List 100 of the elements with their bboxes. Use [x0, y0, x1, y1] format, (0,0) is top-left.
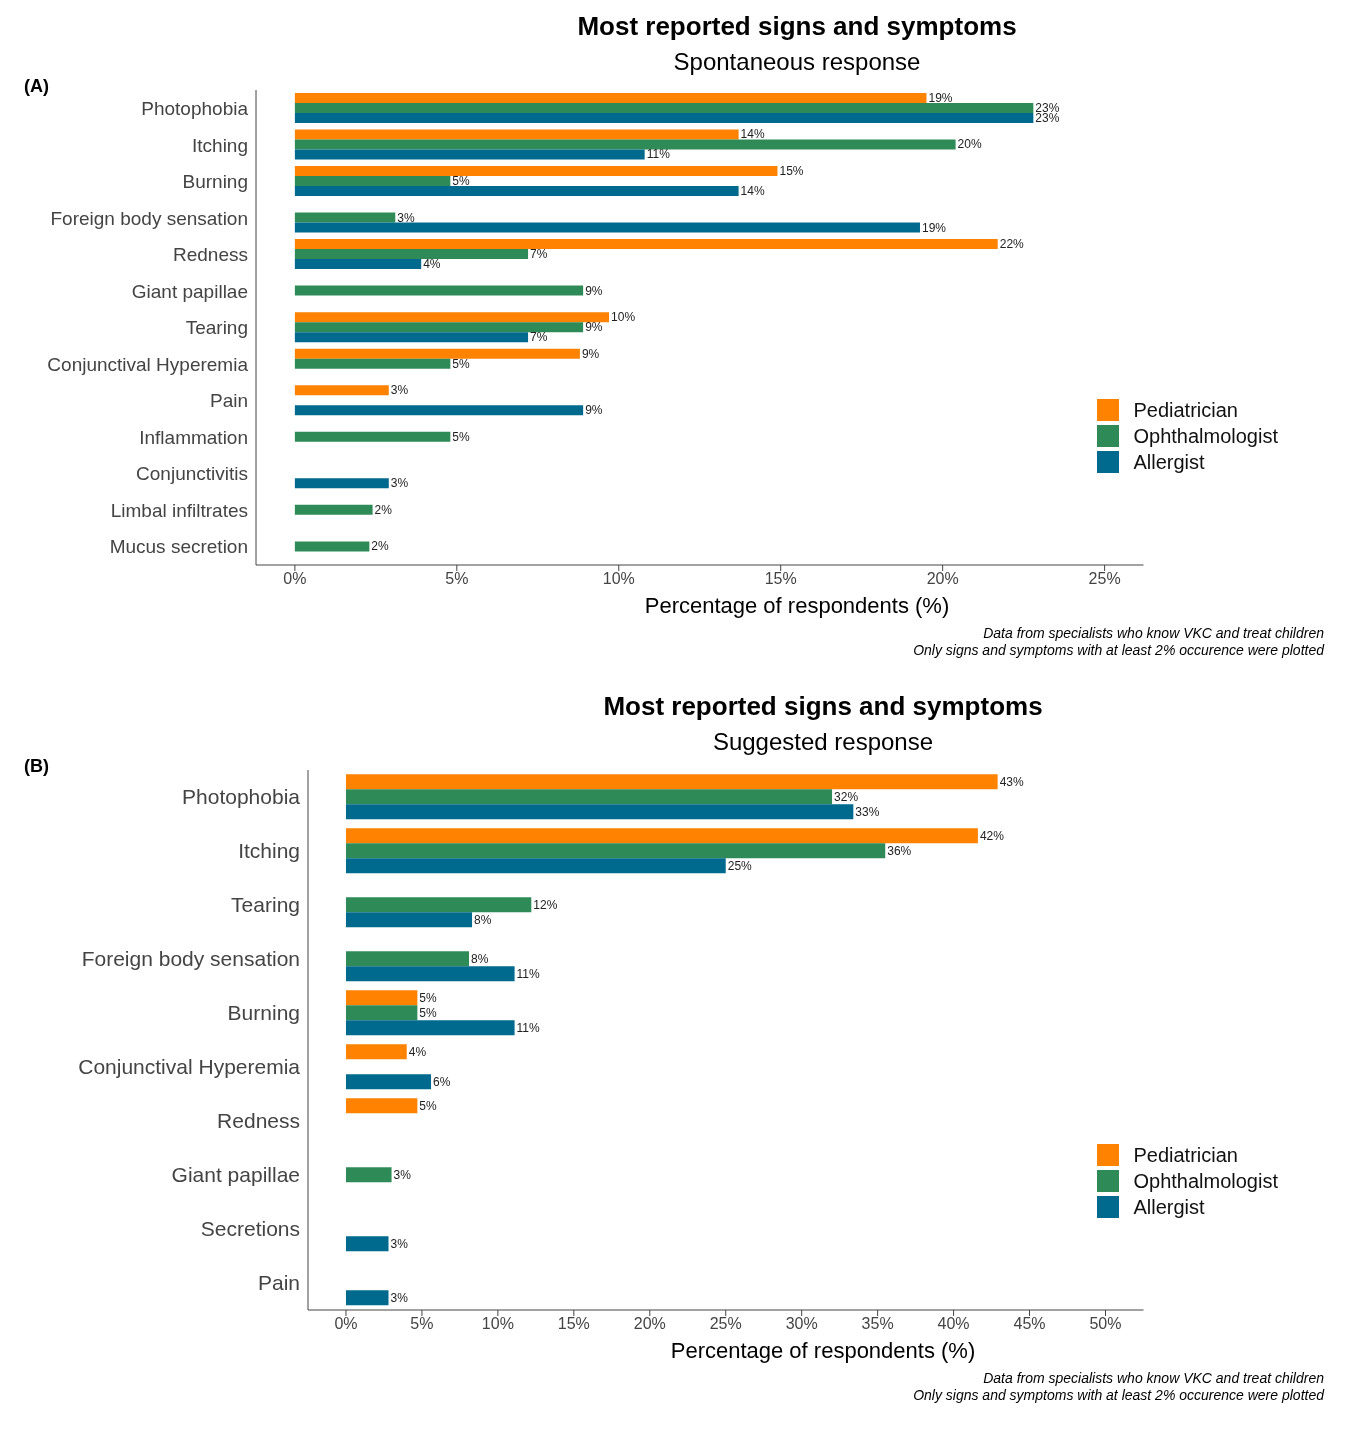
data-label: 25%: [727, 858, 753, 873]
data-label: 11%: [516, 1020, 541, 1035]
data-label: 11%: [516, 966, 541, 981]
text: (A): [24, 76, 49, 97]
bar: [345, 1044, 407, 1060]
y-tick-label: Giant papillae: [171, 1163, 300, 1187]
data-label: 19%: [921, 220, 947, 235]
data-label: 3%: [390, 383, 409, 398]
bar: [345, 789, 833, 805]
data-label: 32%: [834, 789, 859, 804]
y-tick-label: Photophobia: [141, 98, 249, 120]
bar: [294, 358, 451, 369]
y-tick-label: Mucus secretion: [109, 536, 248, 558]
bar: [345, 1167, 392, 1183]
y-tick-label: Burning: [182, 171, 248, 193]
bar: [294, 478, 389, 489]
data-label: 23%: [1035, 100, 1060, 115]
bar: [294, 541, 370, 552]
data-label: 10%: [611, 310, 636, 325]
x-tick-label: 10%: [481, 1315, 514, 1333]
bar: [294, 385, 389, 396]
data-label: 2%: [371, 539, 390, 554]
data-label: 7%: [530, 330, 548, 345]
x-tick-label: 5%: [410, 1315, 434, 1333]
legend-label: Pediatrician: [1133, 1143, 1238, 1168]
text: Data from specialists who know VKC and treat children: [982, 1370, 1324, 1387]
bar: [294, 139, 956, 150]
data-label: 20%: [957, 137, 982, 152]
x-tick-label: 45%: [1013, 1315, 1046, 1333]
bar: [294, 239, 998, 250]
data-label: 3%: [390, 1236, 409, 1251]
data-label: 5%: [452, 174, 471, 188]
x-axis-title: Percentage of respondents (%): [669, 1338, 977, 1364]
legend-label: Allergist: [1133, 450, 1205, 475]
x-tick-label: 25%: [1088, 570, 1121, 588]
data-label: 3%: [390, 1290, 409, 1305]
y-tick-label: Itching: [238, 839, 300, 863]
bar: [294, 176, 451, 186]
bar: [294, 212, 396, 223]
data-label: 6%: [433, 1074, 451, 1089]
bar: [345, 1098, 418, 1114]
bar: [345, 1020, 515, 1036]
data-label: 9%: [585, 283, 603, 298]
y-tick-label: Tearing: [185, 317, 248, 339]
y-tick-label: Photophobia: [182, 785, 301, 809]
text: (B): [24, 756, 49, 777]
x-tick-label: 15%: [557, 1315, 590, 1333]
y-tick-label: Foreign body sensation: [81, 947, 300, 971]
y-tick-label: Redness: [217, 1109, 300, 1133]
bar: [345, 843, 886, 859]
x-tick-label: 50%: [1089, 1315, 1122, 1333]
data-label: 19%: [928, 90, 953, 105]
bar: [294, 112, 1034, 123]
data-label: 12%: [533, 897, 558, 912]
x-tick-label: 20%: [633, 1315, 666, 1333]
chart-title: Most reported signs and symptoms: [602, 690, 1044, 723]
bar: [345, 951, 470, 967]
legend-label: Ophthalmologist: [1133, 1169, 1278, 1194]
data-label: 3%: [397, 210, 415, 225]
y-tick-label: Pain: [209, 390, 248, 412]
chart-title: Most reported signs and symptoms: [576, 10, 1018, 43]
x-tick-label: 5%: [445, 570, 469, 588]
data-label: 43%: [999, 774, 1024, 789]
x-tick-label: 15%: [764, 570, 797, 588]
chart-subtitle: Suggested response: [712, 728, 934, 755]
y-tick-label: Conjunctival Hyperemia: [47, 353, 249, 375]
bar: [294, 149, 645, 160]
data-label: 22%: [999, 237, 1025, 252]
y-tick-label: Secretions: [200, 1217, 300, 1241]
data-label: 15%: [779, 164, 804, 178]
data-label: 5%: [452, 356, 471, 371]
bar: [345, 828, 978, 844]
x-tick-label: 0%: [334, 1315, 358, 1333]
bar: [294, 348, 580, 359]
bar: [345, 966, 515, 982]
bar: [294, 332, 529, 343]
bar: [294, 92, 927, 103]
y-tick-label: Redness: [173, 244, 248, 266]
data-label: 9%: [585, 403, 603, 418]
bar: [345, 858, 726, 874]
bar: [294, 431, 451, 442]
bar: [294, 129, 739, 140]
y-tick-label: Conjunctivitis: [136, 463, 248, 485]
data-label: 5%: [452, 429, 471, 444]
data-label: 14%: [740, 184, 765, 198]
bar: [345, 897, 532, 913]
data-label: 3%: [390, 476, 409, 491]
data-label: 4%: [423, 257, 441, 272]
data-label: 5%: [419, 1005, 438, 1020]
y-tick-label: Inflammation: [139, 426, 248, 448]
data-label: 9%: [581, 346, 600, 361]
data-label: 8%: [471, 951, 489, 966]
data-label: 5%: [419, 1098, 438, 1113]
y-tick-label: Pain: [257, 1271, 300, 1295]
y-tick-label: Foreign body sensation: [50, 207, 248, 229]
bar: [294, 102, 1034, 113]
data-label: 4%: [408, 1044, 427, 1059]
y-tick-label: Burning: [227, 1001, 300, 1025]
data-label: 7%: [530, 247, 548, 262]
x-axis-title: Percentage of respondents (%): [643, 593, 951, 619]
